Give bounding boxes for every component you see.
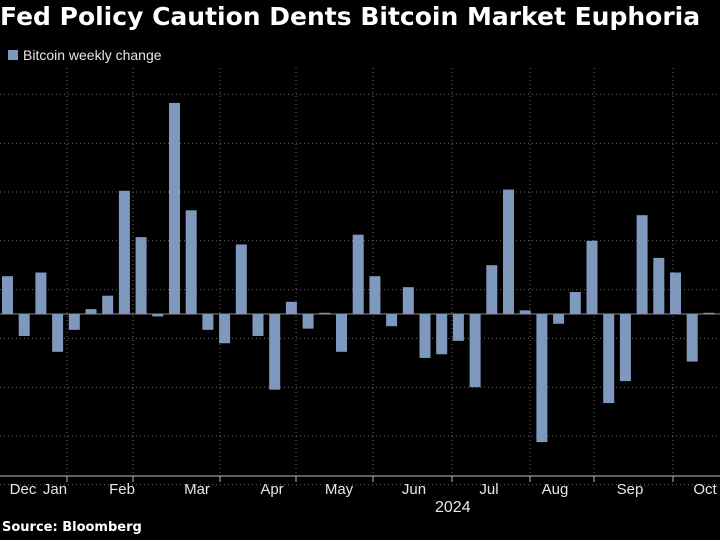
x-tick-label: Aug bbox=[542, 481, 569, 498]
x-tick-label: Feb bbox=[109, 481, 135, 498]
x-tick-label: Jan bbox=[43, 481, 67, 498]
bar bbox=[185, 210, 197, 314]
chart-title: Fed Policy Caution Dents Bitcoin Market … bbox=[0, 2, 701, 31]
bar bbox=[269, 314, 281, 390]
bar bbox=[686, 314, 698, 362]
axis-layer: Dec Jan Feb Mar Apr May Jun Jul Aug Sep Oct bbox=[0, 475, 720, 498]
bar bbox=[586, 240, 598, 314]
x-tick-label: May bbox=[325, 481, 354, 498]
bar bbox=[486, 265, 498, 314]
bar bbox=[703, 312, 715, 314]
bar bbox=[603, 314, 615, 404]
bar bbox=[386, 314, 398, 327]
bar bbox=[169, 102, 180, 314]
bar bbox=[452, 314, 464, 341]
bar bbox=[52, 314, 64, 352]
bar-layer bbox=[2, 102, 715, 443]
bar bbox=[2, 276, 13, 314]
bar bbox=[536, 314, 548, 443]
bar bbox=[102, 295, 114, 314]
bar bbox=[35, 272, 47, 314]
bar bbox=[135, 237, 147, 314]
bar bbox=[68, 314, 80, 330]
chart-legend: Bitcoin weekly change bbox=[8, 47, 162, 63]
bar bbox=[369, 276, 381, 314]
bar bbox=[402, 287, 414, 314]
bar bbox=[285, 301, 297, 314]
bar bbox=[553, 314, 565, 324]
bar bbox=[469, 314, 481, 388]
bar bbox=[436, 314, 448, 355]
bar bbox=[352, 234, 364, 314]
bar bbox=[519, 310, 531, 314]
bar bbox=[336, 314, 347, 352]
source-note: Source: Bloomberg bbox=[2, 520, 142, 535]
bar bbox=[302, 314, 314, 329]
bar bbox=[235, 244, 247, 314]
year-label: 2024 bbox=[435, 499, 471, 516]
bar bbox=[569, 292, 581, 314]
x-tick-label: Dec bbox=[10, 481, 37, 498]
bar bbox=[219, 314, 231, 344]
x-tick-label: Jun bbox=[402, 481, 426, 498]
x-tick-label: Jul bbox=[479, 481, 498, 498]
legend-swatch bbox=[8, 50, 18, 60]
x-tick-label: Apr bbox=[260, 481, 283, 498]
bar bbox=[419, 314, 431, 358]
bar bbox=[653, 257, 665, 314]
bar bbox=[18, 314, 30, 336]
bar bbox=[636, 215, 648, 314]
bar bbox=[670, 272, 681, 314]
bar bbox=[202, 314, 214, 330]
x-tick-label: Sep bbox=[617, 481, 644, 498]
bar bbox=[152, 314, 164, 317]
bar bbox=[503, 189, 514, 314]
bar bbox=[118, 190, 130, 314]
bar bbox=[619, 314, 631, 382]
bar bbox=[252, 314, 264, 336]
bar bbox=[319, 312, 331, 314]
x-tick-label: Mar bbox=[184, 481, 210, 498]
bar bbox=[85, 309, 97, 314]
x-tick-label: Oct bbox=[693, 481, 717, 498]
legend-label: Bitcoin weekly change bbox=[23, 47, 162, 63]
